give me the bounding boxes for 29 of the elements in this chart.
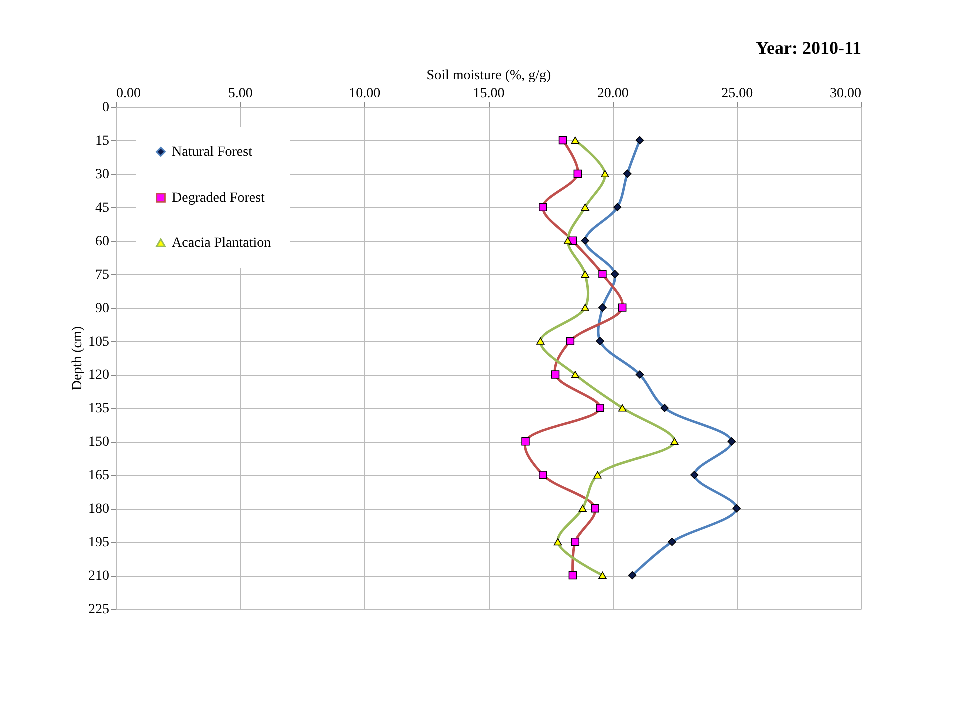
x-tick-label: 10.00	[349, 86, 381, 102]
x-tick-label: 30.00	[830, 86, 862, 102]
y-tick-label: 135	[88, 402, 110, 417]
y-tick-label: 30	[96, 167, 110, 182]
x-tick-label: 25.00	[722, 86, 754, 102]
x-tick-label: 20.00	[597, 86, 629, 102]
y-tick-label: 45	[96, 200, 110, 216]
x-axis-title: Soil moisture (%, g/g)	[426, 68, 552, 84]
y-tick-label: 150	[88, 435, 110, 450]
x-tick-label: 15.00	[473, 86, 505, 102]
legend-label: Natural Forest	[172, 145, 253, 160]
y-tick-label: 90	[96, 301, 110, 316]
x-tick-label: 5.00	[228, 86, 253, 102]
y-axis-title: Depth (cm)	[70, 326, 86, 391]
y-tick-label: 195	[88, 536, 110, 551]
y-tick-label: 15	[96, 134, 110, 149]
x-tick-label: 0.00	[116, 86, 141, 102]
y-tick-label: 0	[102, 100, 110, 116]
y-tick-label: 105	[88, 334, 110, 350]
y-tick-label: 180	[88, 502, 110, 518]
y-tick-label: 165	[88, 468, 110, 484]
y-tick-label: 210	[88, 569, 110, 584]
y-tick-label: 60	[96, 234, 110, 250]
y-tick-label: 75	[96, 268, 110, 283]
chart-title: Year: 2010-11	[756, 38, 862, 58]
y-tick-label: 225	[88, 602, 110, 618]
legend-label: Degraded Forest	[172, 191, 266, 206]
y-tick-label: 120	[88, 368, 110, 384]
legend-label: Acacia Plantation	[172, 236, 272, 251]
